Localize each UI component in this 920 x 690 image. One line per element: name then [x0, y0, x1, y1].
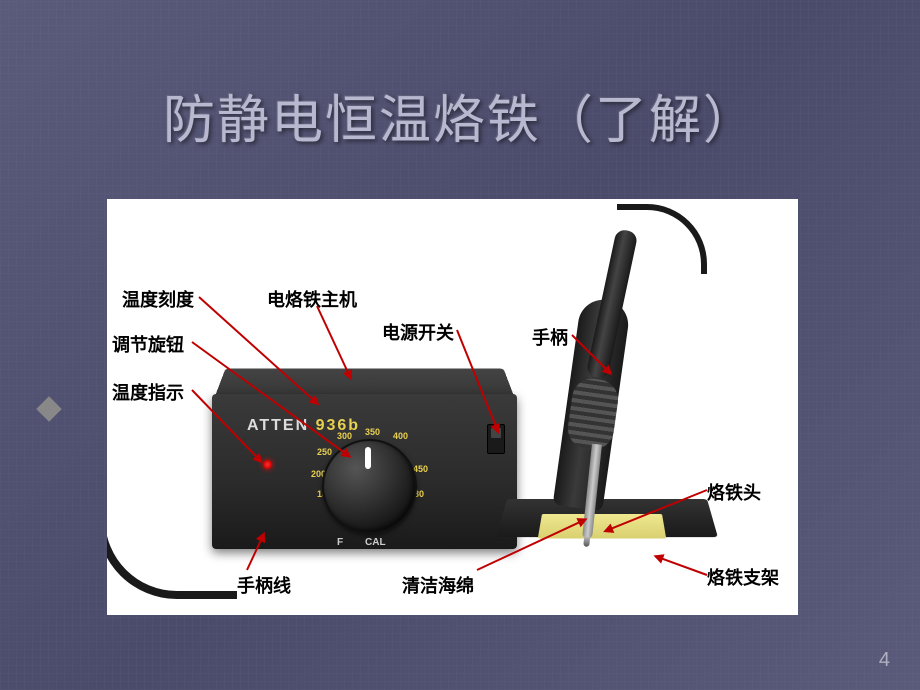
diagram-figure: ATTEN 936b 150 200 250 300 350 400 480 4… — [107, 199, 798, 615]
callout-iron-stand — [655, 555, 707, 576]
dial-tick: 300 — [337, 431, 352, 441]
dial-tick: 350 — [365, 427, 380, 437]
slide-title: 防静电恒温烙铁（了解） — [0, 78, 920, 153]
bullet-icon — [36, 396, 61, 421]
label-iron-tip: 烙铁头 — [707, 479, 761, 505]
temperature-dial — [322, 439, 417, 534]
label-adjust-knob: 调节旋钮 — [112, 331, 184, 357]
dial-tick: 450 — [413, 464, 428, 474]
label-temp-scale: 温度刻度 — [122, 286, 194, 312]
label-main-unit: 电烙铁主机 — [267, 286, 357, 312]
page-number: 4 — [879, 649, 890, 672]
f-label: F — [337, 537, 343, 548]
label-iron-stand: 烙铁支架 — [707, 564, 779, 590]
dial-tick: 400 — [393, 431, 408, 441]
label-handle: 手柄 — [532, 324, 568, 350]
label-handle-cord: 手柄线 — [237, 572, 291, 598]
label-temp-indicator: 温度指示 — [112, 379, 184, 405]
cal-label: CAL — [365, 537, 386, 548]
label-power-switch: 电源开关 — [382, 319, 454, 345]
dial-tick: 250 — [317, 447, 332, 457]
label-cleaning-sponge: 清洁海绵 — [402, 572, 474, 598]
